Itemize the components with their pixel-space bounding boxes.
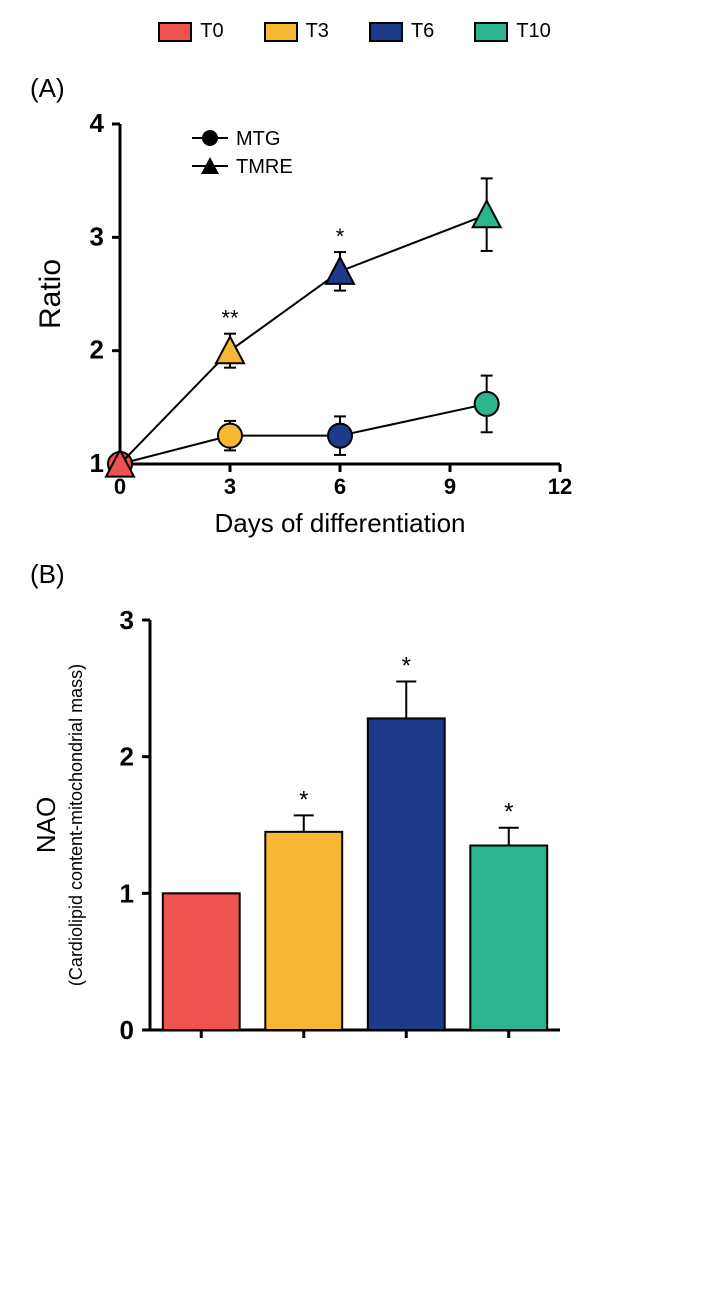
panel-a-label: (A) — [30, 73, 689, 104]
svg-text:3: 3 — [224, 474, 236, 499]
svg-text:**: ** — [221, 306, 239, 331]
panel-b-label: (B) — [30, 559, 689, 590]
svg-text:3: 3 — [120, 605, 134, 635]
svg-text:TMRE: TMRE — [236, 156, 293, 178]
svg-text:6: 6 — [334, 474, 346, 499]
svg-text:Ratio: Ratio — [34, 259, 67, 329]
svg-text:MTG: MTG — [236, 128, 280, 150]
svg-text:*: * — [402, 653, 411, 680]
svg-text:0: 0 — [114, 474, 126, 499]
svg-text:4: 4 — [90, 108, 105, 138]
legend-label: T6 — [411, 20, 434, 43]
svg-text:2: 2 — [120, 742, 134, 772]
legend-label: T3 — [306, 20, 329, 43]
legend-swatch — [474, 22, 508, 42]
panel-b-chart: 0 1 2 3 NAO(Cardiolipid content-mitochondria… — [20, 590, 689, 1075]
svg-text:NAO: NAO — [31, 797, 61, 853]
legend-swatch — [369, 22, 403, 42]
svg-text:9: 9 — [444, 474, 456, 499]
svg-text:12: 12 — [548, 474, 572, 499]
svg-text:1: 1 — [120, 878, 134, 908]
legend-item-t6: T6 — [369, 20, 434, 43]
svg-text:2: 2 — [90, 335, 104, 365]
svg-text:(Cardiolipid content-mitochond: (Cardiolipid content-mitochondrial mass) — [66, 664, 86, 986]
legend-item-t0: T0 — [158, 20, 223, 43]
svg-text:*: * — [504, 799, 513, 826]
svg-text:0: 0 — [120, 1015, 134, 1045]
legend-item-t3: T3 — [264, 20, 329, 43]
legend-item-t10: T10 — [474, 20, 550, 43]
svg-text:3: 3 — [90, 221, 104, 251]
legend-label: T10 — [516, 20, 550, 43]
svg-text:1: 1 — [90, 448, 104, 478]
legend-swatch — [158, 22, 192, 42]
legend: T0 T3 T6 T10 — [20, 20, 689, 43]
svg-text:*: * — [336, 224, 345, 249]
panel-a-chart: 036912Days of differentiation1234RatioMT… — [20, 104, 689, 549]
legend-swatch — [264, 22, 298, 42]
svg-text:Days of differentiation: Days of differentiation — [215, 508, 466, 538]
legend-label: T0 — [200, 20, 223, 43]
svg-text:*: * — [299, 786, 308, 813]
